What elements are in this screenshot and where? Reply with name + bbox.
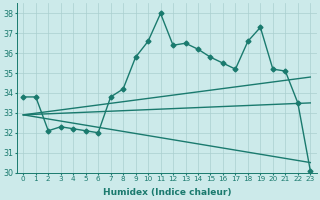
- X-axis label: Humidex (Indice chaleur): Humidex (Indice chaleur): [102, 188, 231, 197]
